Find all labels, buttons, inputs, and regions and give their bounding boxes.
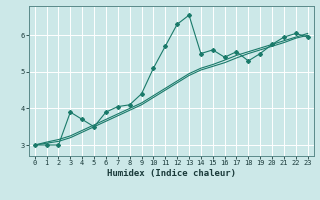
X-axis label: Humidex (Indice chaleur): Humidex (Indice chaleur) [107, 169, 236, 178]
